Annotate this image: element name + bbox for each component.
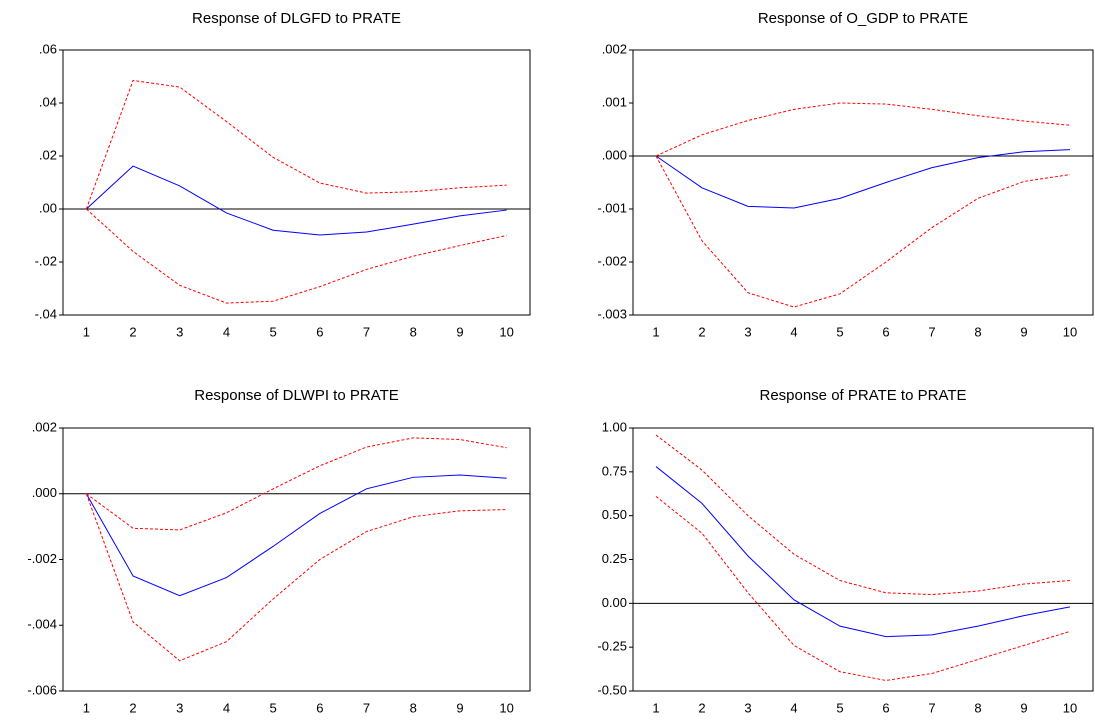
y-tick-label: -.001 — [597, 200, 627, 215]
x-tick-label: 9 — [1020, 700, 1027, 715]
y-tick-label: 1.00 — [602, 419, 627, 434]
y-tick-label: -0.50 — [597, 682, 627, 697]
x-tick-label: 8 — [410, 700, 417, 715]
y-tick-label: .04 — [39, 94, 57, 109]
response-line — [655, 149, 1071, 209]
x-tick-label: 3 — [744, 324, 751, 339]
plot-frame — [632, 427, 1094, 692]
response-line — [86, 437, 507, 531]
y-tick-label: -0.25 — [597, 639, 627, 654]
response-line — [655, 155, 1071, 308]
x-tick-label: 1 — [83, 700, 90, 715]
y-tick-label: -.006 — [27, 682, 57, 697]
x-tick-label: 2 — [129, 324, 136, 339]
y-tick-label: .02 — [39, 147, 57, 162]
x-tick-label: 5 — [836, 324, 843, 339]
x-tick-label: 3 — [176, 700, 183, 715]
y-tick-label: 0.50 — [602, 507, 627, 522]
plot-frame — [62, 49, 531, 316]
x-tick-label: 3 — [176, 324, 183, 339]
x-tick-label: 1 — [652, 324, 659, 339]
y-tick-label: -.002 — [27, 551, 57, 566]
y-tick-label: -.02 — [35, 253, 57, 268]
y-tick-label: -.004 — [27, 617, 57, 632]
x-tick-label: 8 — [410, 324, 417, 339]
response-line — [86, 165, 507, 236]
x-tick-label: 9 — [456, 324, 463, 339]
x-tick-label: 5 — [836, 700, 843, 715]
x-tick-label: 2 — [129, 700, 136, 715]
response-line — [655, 102, 1071, 157]
response-line — [85, 474, 507, 597]
y-tick-label: .002 — [32, 419, 57, 434]
x-tick-label: 4 — [790, 700, 797, 715]
y-tick-label: .000 — [32, 485, 57, 500]
x-tick-label: 9 — [456, 700, 463, 715]
x-tick-label: 3 — [744, 700, 751, 715]
x-tick-label: 5 — [270, 324, 277, 339]
y-tick-label: .00 — [39, 200, 57, 215]
x-tick-label: 1 — [652, 700, 659, 715]
chart-title: Response of PRATE to PRATE — [759, 387, 966, 404]
response-line — [655, 495, 1071, 681]
x-tick-label: 4 — [223, 324, 230, 339]
y-tick-label: .002 — [602, 41, 627, 56]
x-tick-label: 7 — [363, 700, 370, 715]
x-tick-label: 4 — [223, 700, 230, 715]
chart-title: Response of DLWPI to PRATE — [194, 387, 399, 404]
response-line — [85, 493, 507, 662]
x-tick-label: 10 — [1063, 324, 1077, 339]
x-tick-label: 1 — [83, 324, 90, 339]
y-tick-label: 0.25 — [602, 551, 627, 566]
x-tick-label: 5 — [270, 700, 277, 715]
x-tick-label: 8 — [974, 324, 981, 339]
response-line — [86, 208, 507, 304]
x-tick-label: 4 — [790, 324, 797, 339]
chart-title: Response of O_GDP to PRATE — [758, 10, 968, 27]
y-tick-label: -.04 — [35, 306, 57, 321]
y-tick-label: 0.00 — [602, 595, 627, 610]
x-tick-label: 6 — [882, 700, 889, 715]
response-line — [655, 466, 1071, 638]
x-tick-label: 2 — [698, 700, 705, 715]
x-tick-label: 2 — [698, 324, 705, 339]
x-tick-label: 10 — [1063, 700, 1077, 715]
x-tick-label: 6 — [316, 324, 323, 339]
y-tick-label: .06 — [39, 41, 57, 56]
y-tick-label: -.003 — [597, 306, 627, 321]
x-tick-label: 10 — [499, 700, 513, 715]
response-line — [655, 434, 1071, 596]
plot-frame — [62, 427, 531, 692]
y-tick-label: -.002 — [597, 253, 627, 268]
x-tick-label: 10 — [499, 324, 513, 339]
y-tick-label: .000 — [602, 147, 627, 162]
x-tick-label: 8 — [974, 700, 981, 715]
y-tick-label: 0.75 — [602, 463, 627, 478]
x-tick-label: 6 — [316, 700, 323, 715]
chart-title: Response of DLGFD to PRATE — [192, 10, 401, 27]
x-tick-label: 7 — [363, 324, 370, 339]
x-tick-label: 6 — [882, 324, 889, 339]
y-tick-label: .001 — [602, 94, 627, 109]
x-tick-label: 7 — [928, 700, 935, 715]
plot-frame — [632, 49, 1094, 316]
x-tick-label: 7 — [928, 324, 935, 339]
response-line — [85, 79, 507, 210]
x-tick-label: 9 — [1020, 324, 1027, 339]
